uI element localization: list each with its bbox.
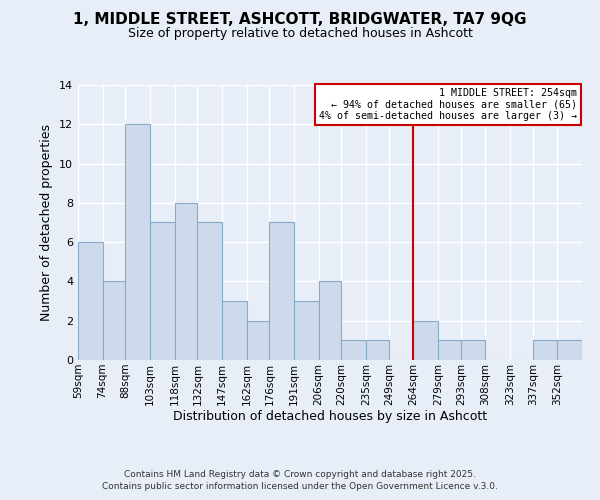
Bar (175, 203, 197, 360)
Bar (125, 124, 150, 360)
Bar (197, 222, 222, 360)
Text: Contains public sector information licensed under the Open Government Licence v.: Contains public sector information licen… (102, 482, 498, 491)
X-axis label: Distribution of detached houses by size in Ashcott: Distribution of detached houses by size … (173, 410, 487, 424)
Bar (103, 282, 125, 360)
Bar (78, 242, 103, 360)
Bar (150, 222, 175, 360)
Bar (294, 301, 319, 360)
Bar (247, 320, 269, 360)
Text: Contains HM Land Registry data © Crown copyright and database right 2025.: Contains HM Land Registry data © Crown c… (124, 470, 476, 479)
Bar (341, 340, 366, 360)
Bar (438, 340, 461, 360)
Y-axis label: Number of detached properties: Number of detached properties (40, 124, 53, 321)
Text: 1 MIDDLE STREET: 254sqm
← 94% of detached houses are smaller (65)
4% of semi-det: 1 MIDDLE STREET: 254sqm ← 94% of detache… (319, 88, 577, 121)
Bar (366, 340, 389, 360)
Text: Size of property relative to detached houses in Ashcott: Size of property relative to detached ho… (128, 28, 472, 40)
Bar (222, 301, 247, 360)
Bar (461, 340, 485, 360)
Bar (533, 340, 557, 360)
Bar (319, 282, 341, 360)
Bar (269, 222, 294, 360)
Bar (557, 340, 582, 360)
Text: 1, MIDDLE STREET, ASHCOTT, BRIDGWATER, TA7 9QG: 1, MIDDLE STREET, ASHCOTT, BRIDGWATER, T… (73, 12, 527, 28)
Bar (413, 320, 438, 360)
